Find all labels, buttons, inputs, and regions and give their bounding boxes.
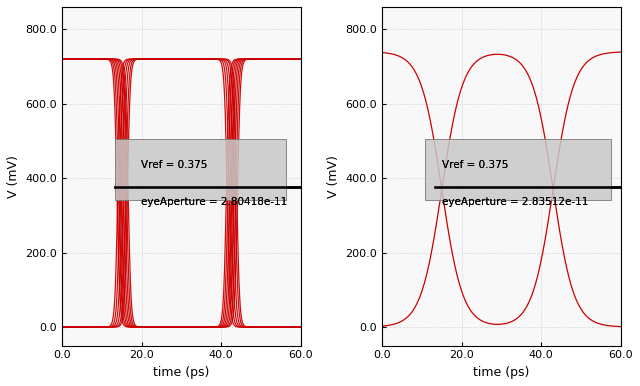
Text: eyeAperture = 2.83512e-11: eyeAperture = 2.83512e-11 (442, 196, 588, 207)
Text: Vref = 0.375: Vref = 0.375 (442, 159, 508, 169)
Text: eyeAperture = 2.80418e-11: eyeAperture = 2.80418e-11 (141, 196, 287, 207)
Bar (425, 139, 611, 200)
Text: Vref = 0.375: Vref = 0.375 (141, 159, 207, 169)
X-axis label: time (ps): time (ps) (153, 366, 210, 379)
X-axis label: time (ps): time (ps) (473, 366, 530, 379)
Text: Vref = 0.375: Vref = 0.375 (442, 159, 508, 169)
Y-axis label: V (mV): V (mV) (327, 155, 340, 198)
Text: eyeAperture = 2.83512e-11: eyeAperture = 2.83512e-11 (442, 196, 588, 207)
Text: eyeAperture = 2.80418e-11: eyeAperture = 2.80418e-11 (141, 196, 287, 207)
Text: Vref = 0.375: Vref = 0.375 (141, 159, 207, 169)
Bar (115, 139, 287, 200)
Y-axis label: V (mV): V (mV) (7, 155, 20, 198)
